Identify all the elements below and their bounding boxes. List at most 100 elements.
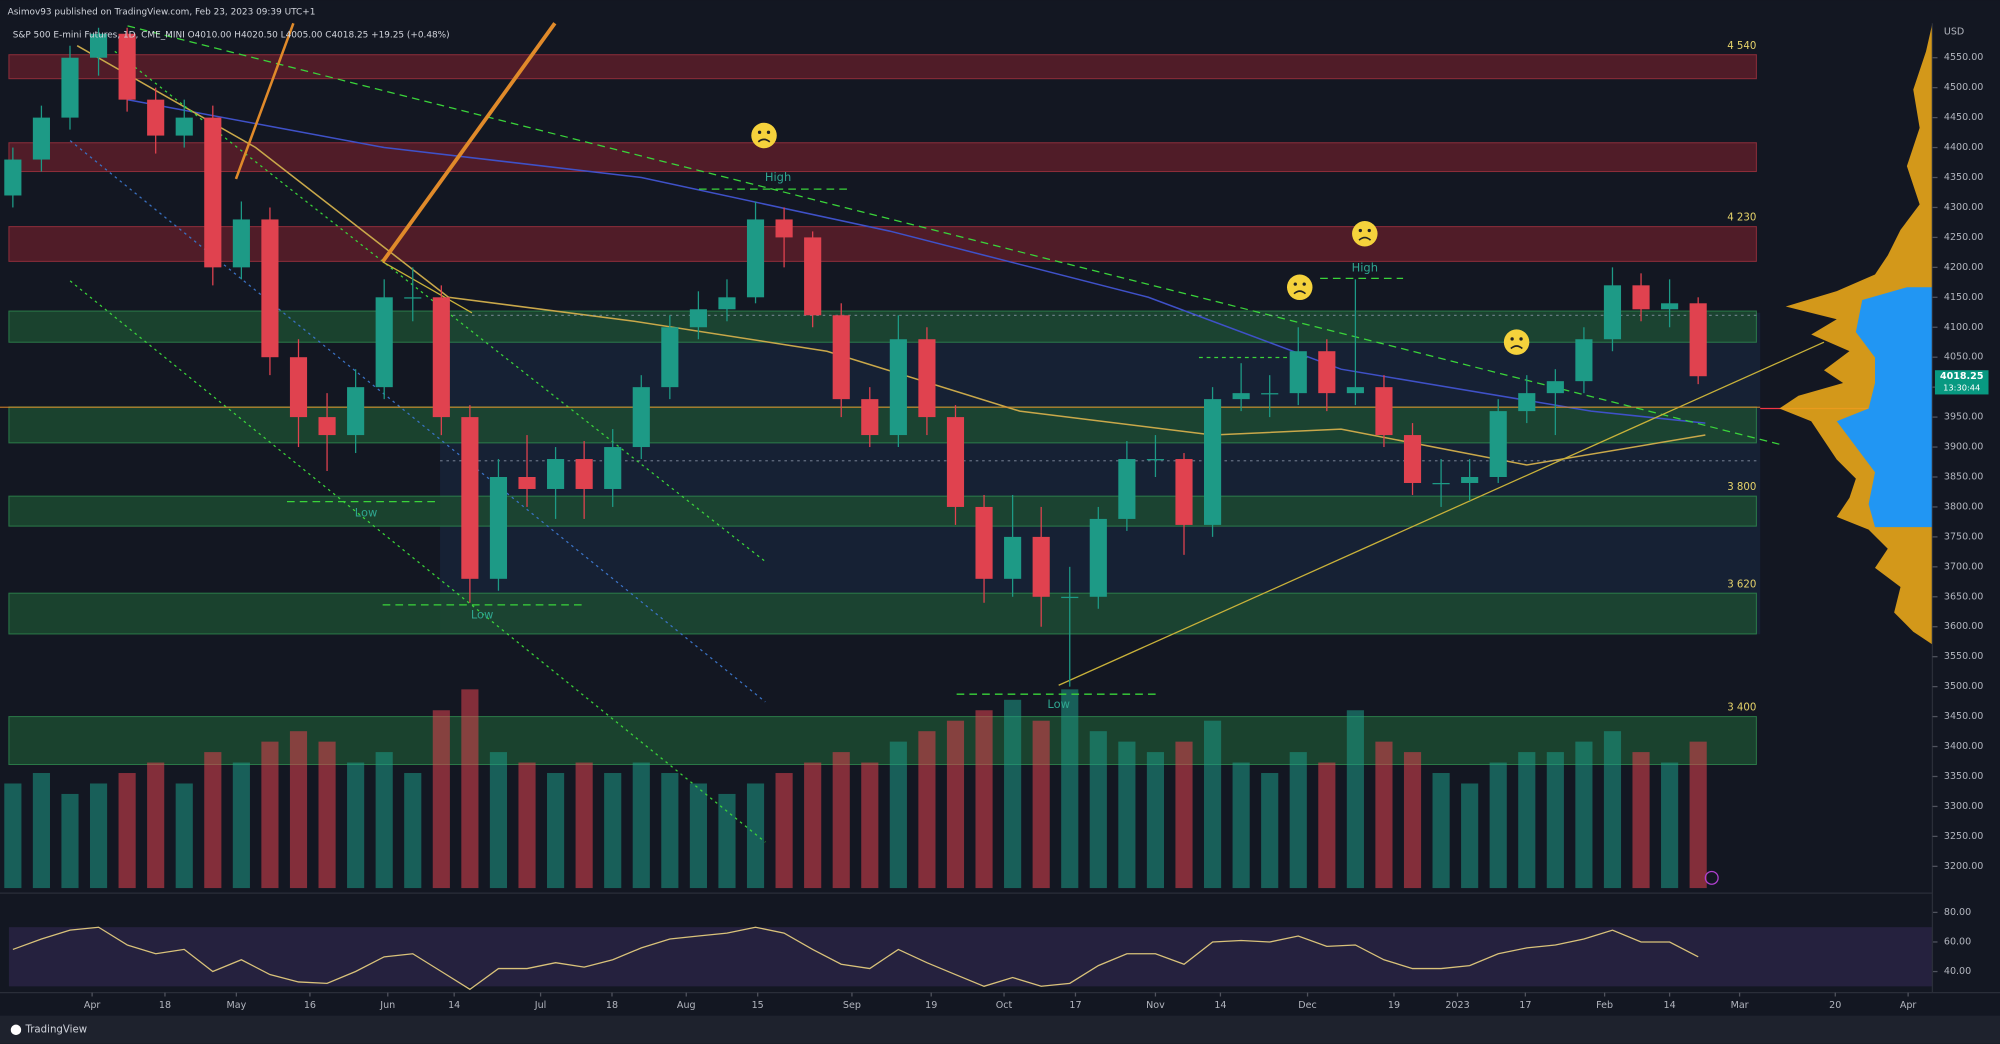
volume-bar bbox=[432, 710, 450, 889]
candle-body bbox=[1461, 476, 1479, 483]
y-tick-label: 4050.00 bbox=[1944, 352, 1983, 363]
y-tick-label: 3400.00 bbox=[1944, 741, 1983, 752]
y-tick-label: 4500.00 bbox=[1944, 82, 1983, 93]
last-price: 4018.25 bbox=[1940, 371, 1983, 382]
volume-bar bbox=[918, 731, 936, 889]
candle-body bbox=[1575, 339, 1593, 382]
candle-body bbox=[232, 219, 250, 268]
trendline bbox=[1058, 341, 1825, 686]
annotation: Low bbox=[1047, 697, 1070, 711]
candle-body bbox=[1346, 387, 1364, 394]
volume-bar bbox=[1518, 752, 1536, 889]
volume-bar bbox=[261, 741, 279, 889]
volume-bar bbox=[347, 762, 365, 889]
annotation: Low bbox=[471, 608, 494, 622]
annotation: High bbox=[1352, 261, 1378, 275]
y-tick-label: 3750.00 bbox=[1944, 531, 1983, 542]
volume-bar bbox=[1146, 752, 1165, 889]
x-tick-label: 18 bbox=[159, 1000, 171, 1011]
candle-body bbox=[375, 297, 393, 388]
trendline bbox=[69, 140, 766, 703]
candle-body bbox=[1146, 459, 1165, 461]
volume-bar bbox=[518, 762, 536, 889]
sad-face bbox=[1286, 274, 1313, 301]
candle-body bbox=[1546, 381, 1564, 394]
candle-body bbox=[1632, 285, 1650, 310]
x-tick-label: Nov bbox=[1146, 1000, 1165, 1011]
y-tick-label: 3950.00 bbox=[1944, 412, 1983, 423]
volume-bar bbox=[1375, 741, 1393, 889]
zone-label: 3 800 bbox=[1727, 482, 1756, 493]
volume-bar bbox=[689, 783, 707, 889]
volume-bar bbox=[318, 741, 336, 889]
trendline bbox=[382, 261, 473, 314]
candle-body bbox=[718, 297, 736, 310]
y-tick-label: 4100.00 bbox=[1944, 322, 1983, 333]
candle-body bbox=[1232, 393, 1250, 400]
x-tick-label: 15 bbox=[752, 1000, 764, 1011]
candle-body bbox=[804, 237, 822, 316]
candle-body bbox=[1061, 596, 1079, 599]
candle-body bbox=[1518, 393, 1536, 412]
zone-label: 4 230 bbox=[1727, 213, 1756, 224]
volume-bar bbox=[1032, 720, 1050, 889]
candle-body bbox=[1603, 285, 1622, 340]
x-tick-label: Sep bbox=[843, 1000, 861, 1011]
candle-body bbox=[575, 459, 593, 489]
axes: 3200.00 3250.00 3300.00 3350.00 3400.00 3450.… bbox=[84, 52, 1984, 1011]
countdown: 13:30:44 bbox=[1943, 383, 1980, 393]
volume-bar bbox=[832, 752, 850, 889]
sad-faces bbox=[751, 122, 1530, 355]
candle-body bbox=[261, 219, 279, 358]
zone-label: 3 620 bbox=[1727, 579, 1756, 590]
y-tick-label: 4300.00 bbox=[1944, 202, 1983, 213]
candle-body bbox=[1375, 387, 1393, 436]
x-tick-label: 2023 bbox=[1445, 1000, 1469, 1011]
x-tick-label: Oct bbox=[996, 1000, 1013, 1011]
volume-bar bbox=[632, 762, 650, 889]
volume-bar bbox=[1203, 720, 1222, 889]
y-tick-label: 3250.00 bbox=[1944, 831, 1983, 842]
x-tick-label: 19 bbox=[1388, 1000, 1400, 1011]
candle-body bbox=[746, 219, 765, 298]
rsi-pane: 40.00 60.00 80.00 bbox=[8, 907, 1971, 991]
volume-bar bbox=[1118, 741, 1136, 889]
volume-bar bbox=[1632, 752, 1650, 889]
rsi-band bbox=[8, 927, 1933, 987]
candle-body bbox=[861, 399, 879, 436]
zone bbox=[8, 54, 1757, 80]
volume-bar bbox=[375, 752, 393, 889]
last-price-tag bbox=[1934, 370, 1989, 395]
volume-bar bbox=[404, 773, 422, 889]
volume-bar bbox=[1318, 762, 1336, 889]
x-tick-label: 17 bbox=[1519, 1000, 1531, 1011]
trendline bbox=[127, 25, 1780, 445]
candle-body bbox=[1403, 435, 1422, 483]
candle-body bbox=[1203, 399, 1222, 525]
x-tick-label: Dec bbox=[1298, 1000, 1316, 1011]
zone bbox=[8, 226, 1757, 262]
x-tick-label: Feb bbox=[1596, 1000, 1613, 1011]
volume-bar bbox=[547, 773, 565, 889]
candle-body bbox=[889, 339, 907, 436]
volume-bar bbox=[1689, 741, 1707, 889]
volume-bar bbox=[1346, 710, 1364, 889]
candle-body bbox=[404, 297, 422, 299]
x-tick-label: 16 bbox=[304, 1000, 316, 1011]
candle-body bbox=[32, 117, 50, 160]
trendline bbox=[234, 22, 295, 180]
candle-body bbox=[661, 327, 679, 388]
volume-bar bbox=[89, 783, 108, 889]
candle-body bbox=[89, 33, 108, 58]
y-tick-label: 4150.00 bbox=[1944, 292, 1983, 303]
volume-bar bbox=[289, 731, 308, 889]
candle-body bbox=[61, 57, 79, 118]
candle-body bbox=[489, 476, 508, 579]
candle-body bbox=[975, 506, 993, 579]
alert-icon[interactable] bbox=[1704, 870, 1719, 885]
y-tick-label: 3850.00 bbox=[1944, 471, 1983, 482]
x-tick-label: May bbox=[226, 1000, 246, 1011]
candle-body bbox=[432, 297, 450, 418]
zone-label: 3 400 bbox=[1727, 703, 1756, 714]
candle-body bbox=[289, 357, 308, 418]
